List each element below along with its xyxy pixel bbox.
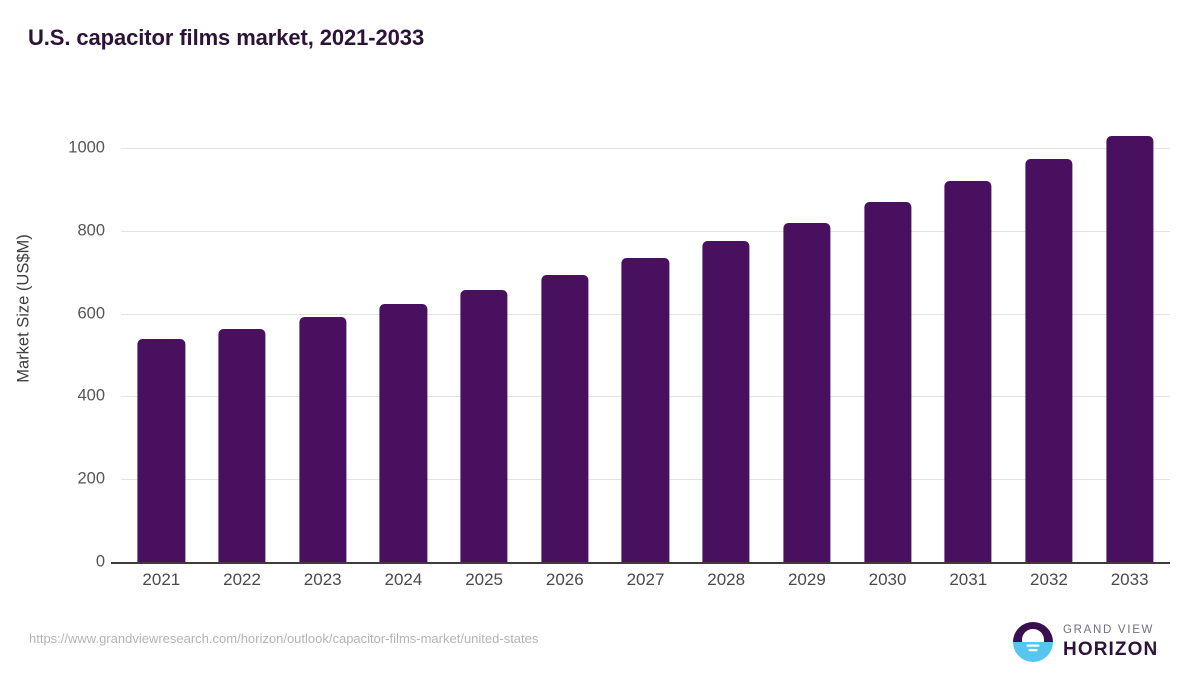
bar-2023[interactable] [299, 316, 347, 562]
page-title: U.S. capacitor films market, 2021-2033 [28, 25, 425, 50]
x-tick-label-2025: 2025 [465, 570, 504, 589]
bar-slot [202, 123, 283, 562]
y-tick-label: 200 [77, 469, 105, 488]
bar-slot [686, 123, 767, 562]
bar-slot [524, 123, 605, 562]
gridline-1000 [121, 147, 1170, 149]
x-tick-label-2026: 2026 [545, 570, 584, 589]
y-tick-label: 600 [77, 304, 105, 322]
gridline-0 [121, 562, 1170, 563]
x-tick-label-2027: 2027 [626, 570, 665, 589]
y-tick-label: 0 [95, 552, 105, 571]
bar-slot [363, 123, 444, 562]
bar-slot [928, 123, 1009, 562]
x-tick-label-2022: 2022 [223, 570, 261, 589]
bar-2030[interactable] [863, 202, 912, 562]
bar-2029[interactable] [783, 222, 831, 562]
bar-2026[interactable] [541, 274, 589, 562]
x-tick-label-2032: 2032 [1030, 570, 1068, 589]
x-tick-label-2028: 2028 [707, 570, 746, 589]
brand-logo[interactable]: GRAND VIEW HORIZON [1012, 618, 1180, 666]
y-tick-label: 800 [77, 221, 105, 240]
logo-bottom-line: HORIZON [1063, 638, 1159, 660]
x-tick-label-2031: 2031 [949, 570, 988, 589]
bar-2027[interactable] [621, 258, 670, 562]
bar-slot [121, 123, 202, 562]
horizon-sunrise-circle-icon [1013, 622, 1053, 662]
bar-slot [605, 123, 686, 562]
bar-2021[interactable] [137, 339, 185, 562]
bar-slot [444, 123, 525, 562]
gridline-800 [121, 230, 1170, 232]
y-axis-tick-labels: 0 200 400 600 800 1000 [0, 123, 105, 570]
bar-slot [282, 123, 363, 562]
bar-slot [1009, 123, 1090, 562]
x-tick-label-2033: 2033 [1110, 570, 1149, 589]
bar-2032[interactable] [1025, 159, 1073, 562]
y-tick-label: 400 [77, 386, 105, 405]
x-tick-label-2021: 2021 [142, 570, 181, 589]
bar-2025[interactable] [460, 289, 508, 562]
source-url[interactable]: https://www.grandviewresearch.com/horizo… [29, 631, 539, 646]
bar-2028[interactable] [702, 241, 750, 562]
x-tick-label-2024: 2024 [384, 570, 423, 589]
y-tick-label: 1000 [68, 138, 105, 157]
x-axis-tick-labels: 2021 2022 2023 2024 2025 2026 2027 2028 2029 2030… [121, 570, 1170, 600]
bar-series [121, 123, 1170, 562]
bar-2022[interactable] [218, 329, 266, 562]
bar-slot [847, 123, 928, 562]
bar-2024[interactable] [379, 303, 428, 562]
bar-slot [1089, 123, 1170, 562]
bar-2031[interactable] [944, 181, 992, 562]
x-axis-line [111, 562, 1170, 564]
logo-top-line: GRAND VIEW [1063, 624, 1155, 637]
bar-slot [767, 123, 848, 562]
x-tick-label-2029: 2029 [787, 570, 826, 589]
x-tick-label-2030: 2030 [868, 570, 907, 589]
bar-2033[interactable] [1106, 136, 1154, 562]
x-tick-label-2023: 2023 [303, 570, 342, 589]
